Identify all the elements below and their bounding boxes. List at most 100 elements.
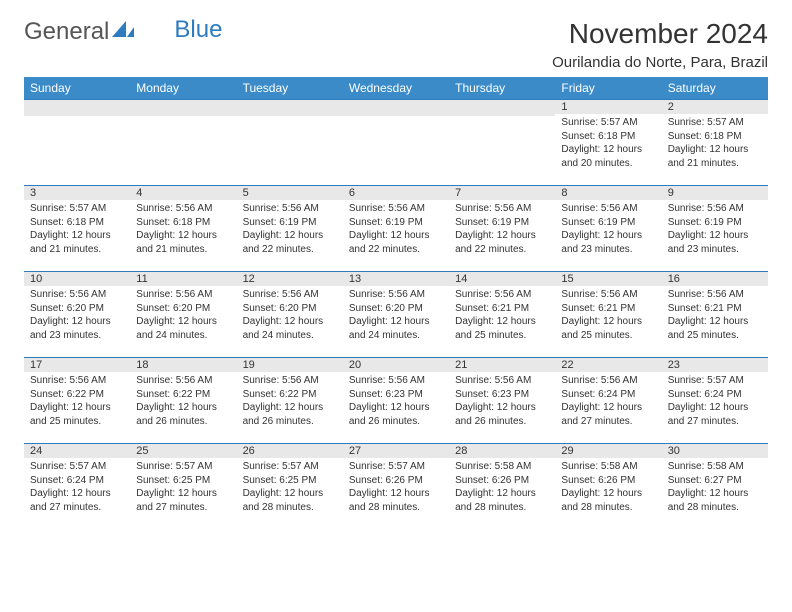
calendar-day-cell: 23Sunrise: 5:57 AMSunset: 6:24 PMDayligh… xyxy=(662,358,768,444)
daylight-text: Daylight: 12 hours and 26 minutes. xyxy=(455,401,549,428)
day-content: Sunrise: 5:57 AMSunset: 6:18 PMDaylight:… xyxy=(24,200,130,258)
daylight-text: Daylight: 12 hours and 25 minutes. xyxy=(668,315,762,342)
sunrise-text: Sunrise: 5:56 AM xyxy=(455,202,549,216)
day-number: 4 xyxy=(130,186,236,200)
sunrise-text: Sunrise: 5:56 AM xyxy=(561,288,655,302)
day-number: 18 xyxy=(130,358,236,372)
day-content: Sunrise: 5:56 AMSunset: 6:21 PMDaylight:… xyxy=(662,286,768,344)
day-content: Sunrise: 5:58 AMSunset: 6:27 PMDaylight:… xyxy=(662,458,768,516)
logo-text-general: General xyxy=(24,18,109,46)
sunrise-text: Sunrise: 5:56 AM xyxy=(668,202,762,216)
calendar-day-cell: 11Sunrise: 5:56 AMSunset: 6:20 PMDayligh… xyxy=(130,272,236,358)
logo-sail-icon xyxy=(112,18,134,46)
day-content: Sunrise: 5:56 AMSunset: 6:22 PMDaylight:… xyxy=(237,372,343,430)
sunset-text: Sunset: 6:19 PM xyxy=(349,216,443,230)
calendar-day-cell xyxy=(130,100,236,186)
sunrise-text: Sunrise: 5:56 AM xyxy=(561,202,655,216)
calendar-day-cell: 12Sunrise: 5:56 AMSunset: 6:20 PMDayligh… xyxy=(237,272,343,358)
sunset-text: Sunset: 6:22 PM xyxy=(136,388,230,402)
day-content: Sunrise: 5:56 AMSunset: 6:21 PMDaylight:… xyxy=(555,286,661,344)
month-title: November 2024 xyxy=(552,18,768,50)
calendar-day-cell: 18Sunrise: 5:56 AMSunset: 6:22 PMDayligh… xyxy=(130,358,236,444)
day-content: Sunrise: 5:57 AMSunset: 6:24 PMDaylight:… xyxy=(24,458,130,516)
day-number: 3 xyxy=(24,186,130,200)
calendar-day-cell: 2Sunrise: 5:57 AMSunset: 6:18 PMDaylight… xyxy=(662,100,768,186)
daylight-text: Daylight: 12 hours and 27 minutes. xyxy=(136,487,230,514)
calendar-week-row: 24Sunrise: 5:57 AMSunset: 6:24 PMDayligh… xyxy=(24,444,768,530)
daylight-text: Daylight: 12 hours and 22 minutes. xyxy=(455,229,549,256)
sunrise-text: Sunrise: 5:56 AM xyxy=(243,288,337,302)
day-number: 27 xyxy=(343,444,449,458)
day-number: 23 xyxy=(662,358,768,372)
weekday-header: Thursday xyxy=(449,77,555,100)
day-content: Sunrise: 5:56 AMSunset: 6:22 PMDaylight:… xyxy=(24,372,130,430)
sunrise-text: Sunrise: 5:57 AM xyxy=(561,116,655,130)
day-number xyxy=(237,100,343,116)
day-number: 25 xyxy=(130,444,236,458)
sunrise-text: Sunrise: 5:57 AM xyxy=(136,460,230,474)
weekday-header: Wednesday xyxy=(343,77,449,100)
calendar-day-cell: 22Sunrise: 5:56 AMSunset: 6:24 PMDayligh… xyxy=(555,358,661,444)
daylight-text: Daylight: 12 hours and 26 minutes. xyxy=(349,401,443,428)
sunrise-text: Sunrise: 5:56 AM xyxy=(668,288,762,302)
day-number: 24 xyxy=(24,444,130,458)
day-number: 10 xyxy=(24,272,130,286)
day-number: 21 xyxy=(449,358,555,372)
sunrise-text: Sunrise: 5:57 AM xyxy=(668,116,762,130)
day-content: Sunrise: 5:56 AMSunset: 6:19 PMDaylight:… xyxy=(237,200,343,258)
day-content xyxy=(130,116,236,120)
sunset-text: Sunset: 6:27 PM xyxy=(668,474,762,488)
sunset-text: Sunset: 6:20 PM xyxy=(136,302,230,316)
daylight-text: Daylight: 12 hours and 27 minutes. xyxy=(30,487,124,514)
day-content: Sunrise: 5:56 AMSunset: 6:23 PMDaylight:… xyxy=(449,372,555,430)
day-content: Sunrise: 5:56 AMSunset: 6:20 PMDaylight:… xyxy=(343,286,449,344)
calendar-week-row: 10Sunrise: 5:56 AMSunset: 6:20 PMDayligh… xyxy=(24,272,768,358)
day-number: 17 xyxy=(24,358,130,372)
day-content: Sunrise: 5:56 AMSunset: 6:19 PMDaylight:… xyxy=(343,200,449,258)
daylight-text: Daylight: 12 hours and 26 minutes. xyxy=(136,401,230,428)
day-content: Sunrise: 5:57 AMSunset: 6:26 PMDaylight:… xyxy=(343,458,449,516)
day-content xyxy=(237,116,343,120)
sunset-text: Sunset: 6:26 PM xyxy=(455,474,549,488)
sunset-text: Sunset: 6:22 PM xyxy=(30,388,124,402)
calendar-day-cell: 14Sunrise: 5:56 AMSunset: 6:21 PMDayligh… xyxy=(449,272,555,358)
day-number: 16 xyxy=(662,272,768,286)
sunset-text: Sunset: 6:25 PM xyxy=(136,474,230,488)
calendar-day-cell: 10Sunrise: 5:56 AMSunset: 6:20 PMDayligh… xyxy=(24,272,130,358)
sunset-text: Sunset: 6:18 PM xyxy=(561,130,655,144)
day-number: 14 xyxy=(449,272,555,286)
sunrise-text: Sunrise: 5:56 AM xyxy=(136,202,230,216)
day-number: 9 xyxy=(662,186,768,200)
sunset-text: Sunset: 6:21 PM xyxy=(455,302,549,316)
calendar-week-row: 17Sunrise: 5:56 AMSunset: 6:22 PMDayligh… xyxy=(24,358,768,444)
sunset-text: Sunset: 6:25 PM xyxy=(243,474,337,488)
day-number: 5 xyxy=(237,186,343,200)
sunrise-text: Sunrise: 5:56 AM xyxy=(349,288,443,302)
sunset-text: Sunset: 6:26 PM xyxy=(561,474,655,488)
day-number: 6 xyxy=(343,186,449,200)
sunrise-text: Sunrise: 5:57 AM xyxy=(668,374,762,388)
sunrise-text: Sunrise: 5:56 AM xyxy=(243,202,337,216)
sunrise-text: Sunrise: 5:57 AM xyxy=(30,460,124,474)
daylight-text: Daylight: 12 hours and 28 minutes. xyxy=(668,487,762,514)
calendar-day-cell: 7Sunrise: 5:56 AMSunset: 6:19 PMDaylight… xyxy=(449,186,555,272)
day-content: Sunrise: 5:56 AMSunset: 6:24 PMDaylight:… xyxy=(555,372,661,430)
title-block: November 2024 Ourilandia do Norte, Para,… xyxy=(552,18,768,71)
day-content: Sunrise: 5:56 AMSunset: 6:23 PMDaylight:… xyxy=(343,372,449,430)
day-content: Sunrise: 5:56 AMSunset: 6:19 PMDaylight:… xyxy=(662,200,768,258)
sunset-text: Sunset: 6:24 PM xyxy=(30,474,124,488)
day-number: 28 xyxy=(449,444,555,458)
sunset-text: Sunset: 6:18 PM xyxy=(136,216,230,230)
calendar-day-cell xyxy=(449,100,555,186)
logo: General Blue xyxy=(24,18,222,46)
day-number: 19 xyxy=(237,358,343,372)
sunrise-text: Sunrise: 5:56 AM xyxy=(30,288,124,302)
day-number: 29 xyxy=(555,444,661,458)
calendar-day-cell: 27Sunrise: 5:57 AMSunset: 6:26 PMDayligh… xyxy=(343,444,449,530)
day-content: Sunrise: 5:56 AMSunset: 6:20 PMDaylight:… xyxy=(237,286,343,344)
calendar-day-cell: 6Sunrise: 5:56 AMSunset: 6:19 PMDaylight… xyxy=(343,186,449,272)
daylight-text: Daylight: 12 hours and 28 minutes. xyxy=(243,487,337,514)
calendar-day-cell: 9Sunrise: 5:56 AMSunset: 6:19 PMDaylight… xyxy=(662,186,768,272)
weekday-header: Friday xyxy=(555,77,661,100)
day-content: Sunrise: 5:56 AMSunset: 6:19 PMDaylight:… xyxy=(449,200,555,258)
